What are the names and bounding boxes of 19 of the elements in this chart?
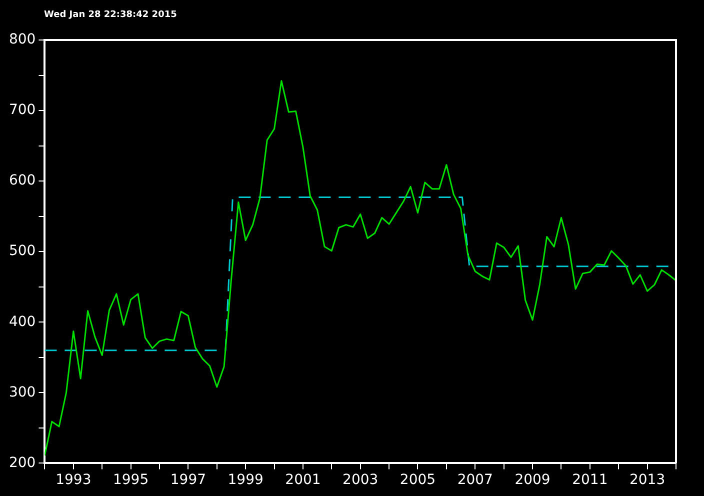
x-tick-label: 2001 bbox=[285, 472, 321, 488]
x-tick-label: 2013 bbox=[629, 472, 666, 488]
y-tick-label: 200 bbox=[8, 454, 36, 471]
x-tick-label: 1999 bbox=[228, 472, 264, 488]
x-tick-label: 1995 bbox=[112, 472, 149, 488]
y-tick-label: 500 bbox=[8, 243, 36, 260]
text: Wed Jan 28 22:38:42 2015 bbox=[44, 10, 177, 20]
x-tick-label: 2009 bbox=[514, 472, 550, 488]
y-tick-label: 700 bbox=[8, 102, 36, 118]
x-tick-label: 2011 bbox=[572, 472, 608, 488]
x-tick-label: 2003 bbox=[342, 472, 378, 488]
x-tick-label: 1993 bbox=[56, 472, 92, 488]
x-tick-label: 2005 bbox=[400, 472, 436, 488]
y-tick-label: 800 bbox=[8, 32, 36, 48]
x-tick-label: 1997 bbox=[170, 472, 206, 488]
y-tick-label: 300 bbox=[8, 384, 36, 400]
x-tick-label: 2007 bbox=[457, 472, 493, 488]
y-tick-label: 400 bbox=[8, 314, 36, 330]
y-tick-label: 600 bbox=[8, 172, 36, 189]
